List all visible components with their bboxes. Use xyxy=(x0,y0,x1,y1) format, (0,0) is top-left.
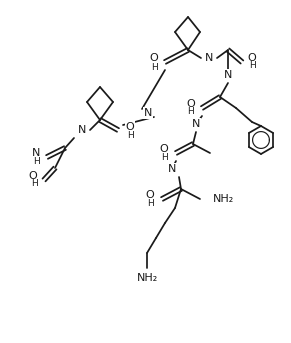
Text: N: N xyxy=(168,164,176,174)
Text: N: N xyxy=(144,108,152,118)
Text: O: O xyxy=(146,190,154,200)
Text: NH₂: NH₂ xyxy=(137,273,159,283)
Text: N: N xyxy=(32,148,40,158)
Text: O: O xyxy=(150,53,158,63)
Text: N: N xyxy=(78,125,86,135)
Text: O: O xyxy=(248,53,256,63)
Text: N: N xyxy=(224,70,232,80)
Text: NH₂: NH₂ xyxy=(213,194,234,204)
Text: O: O xyxy=(187,99,195,109)
Text: H: H xyxy=(34,156,40,166)
Text: O: O xyxy=(126,122,134,132)
Text: N: N xyxy=(205,53,213,63)
Text: H: H xyxy=(147,199,153,208)
Text: H: H xyxy=(152,62,158,71)
Text: O: O xyxy=(29,171,37,181)
Text: H: H xyxy=(31,179,37,189)
Text: N: N xyxy=(192,119,200,129)
Text: H: H xyxy=(161,153,167,162)
Text: H: H xyxy=(249,61,255,71)
Text: O: O xyxy=(160,144,168,154)
Text: H: H xyxy=(188,107,194,117)
Text: H: H xyxy=(127,130,133,140)
